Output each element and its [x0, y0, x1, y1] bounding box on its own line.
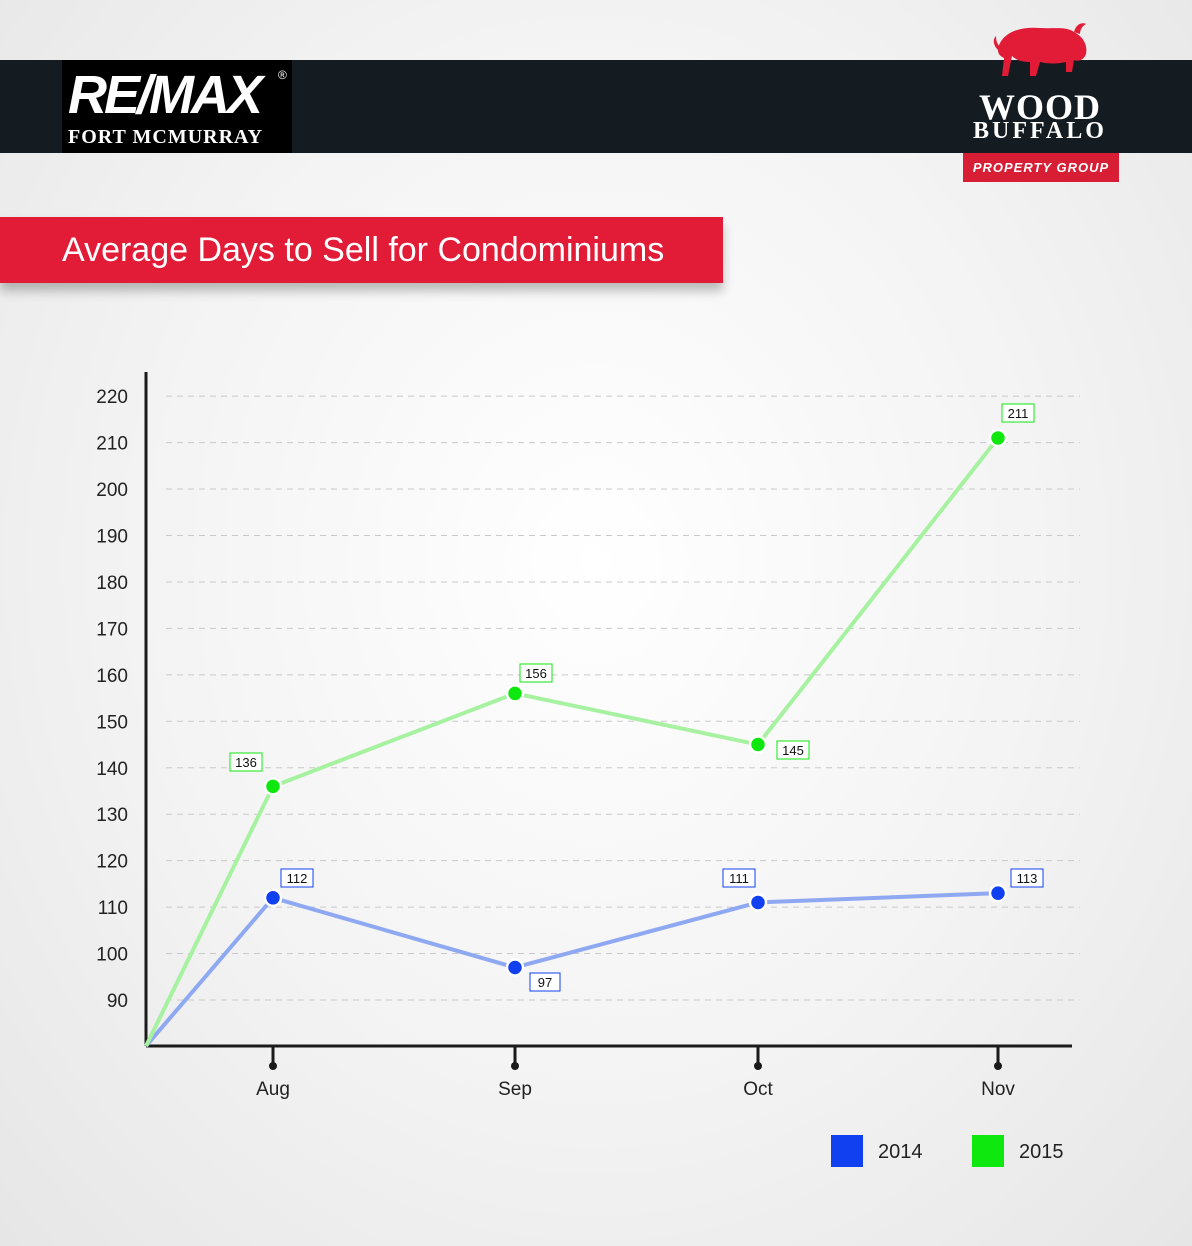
data-point-2014 [263, 888, 283, 908]
data-label-2015: 136 [235, 755, 257, 770]
wood-buffalo-line2: BUFFALO [973, 118, 1107, 144]
data-label-2014: 97 [538, 975, 552, 990]
chart-title: Average Days to Sell for Condominiums [62, 231, 665, 269]
y-tick-label: 200 [96, 480, 128, 501]
legend-swatch-2015 [972, 1135, 1004, 1167]
data-label-box-2014 [529, 972, 561, 992]
data-point-2015 [263, 777, 283, 796]
y-tick-label: 210 [96, 434, 128, 455]
wood-buffalo-line1: WOOD [978, 87, 1101, 127]
data-point-2015 [748, 735, 768, 754]
y-tick-label: 90 [107, 991, 128, 1012]
remax-subtitle: FORT MCMURRAY [68, 126, 264, 148]
data-label-2014: 112 [287, 871, 308, 886]
data-label-2015: 211 [1008, 406, 1029, 421]
y-tick-label: 150 [96, 712, 128, 733]
data-point-2014 [748, 893, 768, 912]
data-point-2015 [505, 684, 525, 703]
data-label-box-2014 [280, 868, 314, 888]
data-point-2014 [988, 883, 1008, 903]
data-label-2015: 156 [525, 666, 547, 681]
data-label-2014: 111 [729, 871, 749, 886]
x-tick-dot [269, 1062, 277, 1070]
data-point-2014 [505, 958, 525, 977]
series-line-2015 [144, 436, 1000, 1047]
x-tick-label: Nov [981, 1079, 1015, 1100]
data-label-box-2015 [776, 740, 810, 760]
title-banner: Average Days to Sell for Condominiums [0, 217, 723, 283]
remax-registered-mark: ® [278, 68, 287, 82]
y-tick-label: 130 [96, 805, 128, 826]
data-label-box-2015 [1001, 403, 1035, 423]
x-tick-dot [994, 1062, 1002, 1070]
data-label-2015: 145 [782, 743, 804, 758]
y-tick-label: 160 [96, 666, 128, 687]
x-tick-label: Oct [743, 1079, 773, 1100]
data-label-box-2014 [722, 868, 756, 888]
data-label-2014: 113 [1017, 871, 1038, 886]
wood-buffalo-logo: WOOD BUFFALO PROPERTY GROUP [960, 20, 1130, 190]
y-tick-label: 110 [98, 898, 128, 919]
y-tick-label: 190 [96, 527, 128, 548]
series-line-2014 [144, 891, 999, 1048]
x-tick-label: Aug [256, 1079, 290, 1100]
x-tick-dot [511, 1062, 519, 1070]
y-tick-label: 220 [96, 387, 128, 408]
x-tick-label: Sep [498, 1079, 532, 1100]
remax-wordmark: RE/MAX [68, 65, 263, 125]
legend-label-2014: 2014 [878, 1141, 923, 1163]
y-tick-label: 100 [96, 945, 128, 966]
y-tick-label: 170 [96, 619, 128, 640]
wood-buffalo-tagline: PROPERTY GROUP [963, 153, 1119, 182]
y-tick-label: 180 [96, 573, 128, 594]
legend-swatch-2014 [831, 1135, 863, 1167]
legend-label-2015: 2015 [1019, 1141, 1064, 1163]
bison-icon [993, 23, 1087, 77]
y-tick-label: 140 [96, 759, 128, 780]
data-label-box-2015 [519, 663, 553, 683]
x-tick-dot [754, 1062, 762, 1070]
y-tick-label: 120 [96, 852, 128, 873]
data-point-2015 [988, 428, 1008, 448]
data-label-box-2015 [229, 752, 263, 772]
remax-logo: RE/MAX ® FORT MCMURRAY [62, 60, 292, 153]
data-label-box-2014 [1010, 868, 1044, 888]
